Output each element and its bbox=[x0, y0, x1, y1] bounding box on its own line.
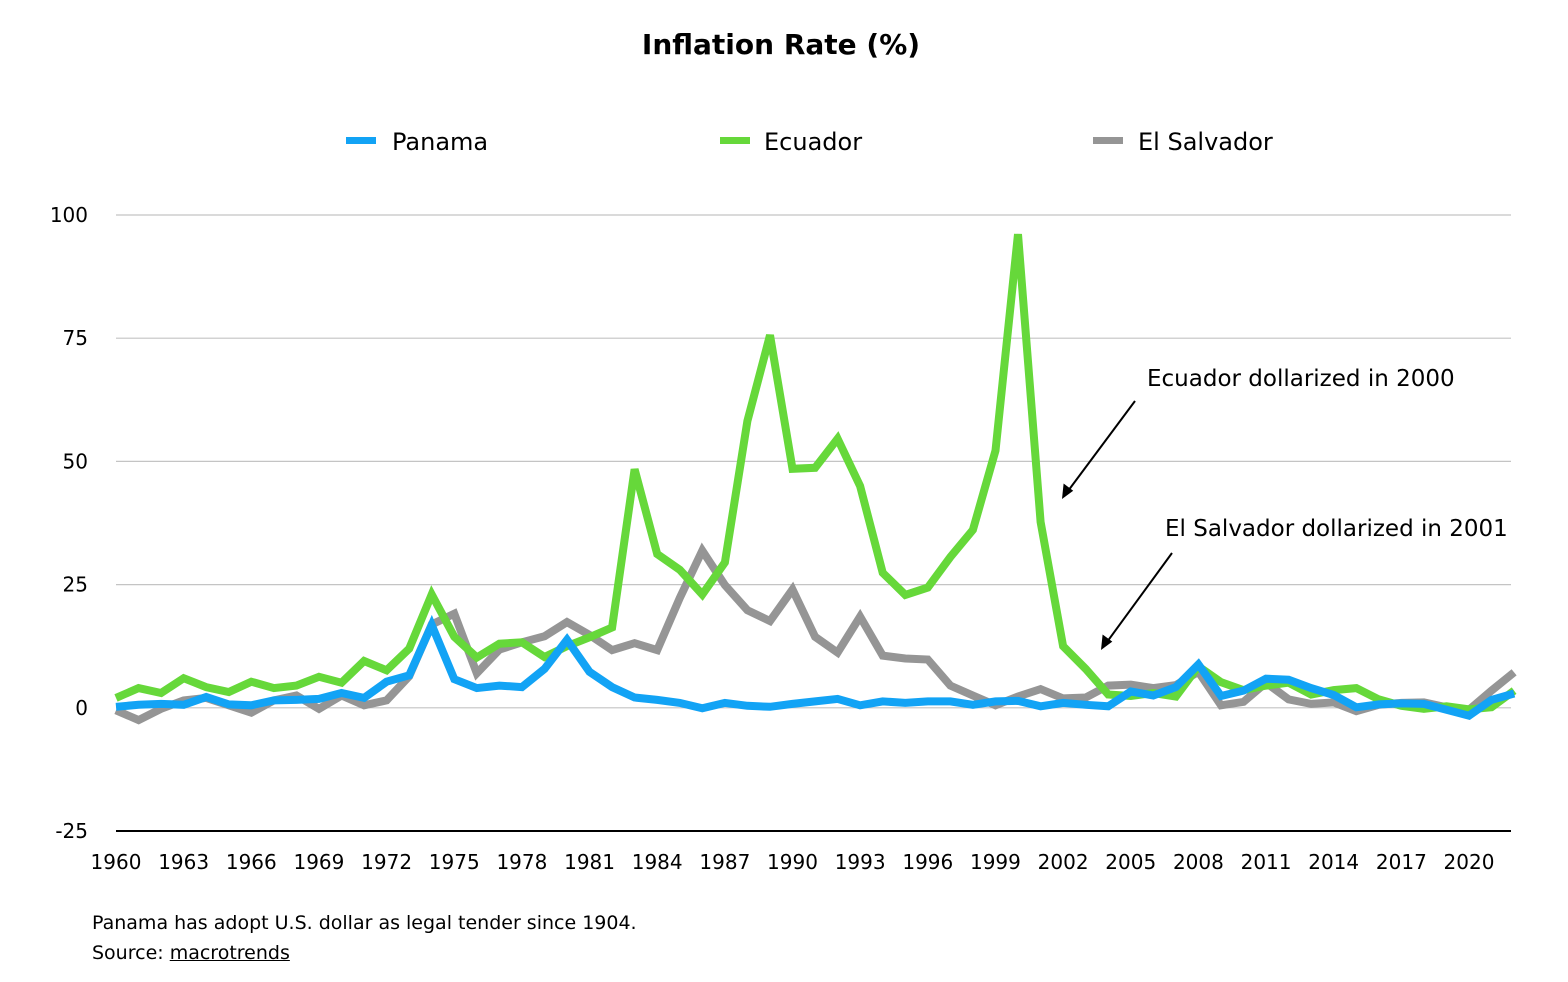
annotation-el-salvador: El Salvador dollarized in 2001 bbox=[1101, 516, 1508, 650]
annotation-el-salvador-arrowhead bbox=[1101, 634, 1113, 650]
x-tick-label: 1975 bbox=[429, 850, 480, 874]
y-tick-label: 25 bbox=[63, 573, 88, 597]
x-tick-label: 1990 bbox=[767, 850, 818, 874]
x-axis-ticks: 1960 1963 1966 1969 1972 1975 1978 1981 1984 1987… bbox=[91, 850, 1495, 874]
legend-label-ecuador: Ecuador bbox=[764, 128, 862, 156]
x-tick-label: 2008 bbox=[1173, 850, 1224, 874]
legend-item-ecuador: Ecuador bbox=[720, 128, 862, 156]
x-tick-label: 2017 bbox=[1376, 850, 1427, 874]
annotation-ecuador-text: Ecuador dollarized in 2000 bbox=[1147, 366, 1455, 392]
legend-label-el-salvador: El Salvador bbox=[1138, 128, 1273, 156]
annotation-ecuador: Ecuador dollarized in 2000 bbox=[1062, 366, 1455, 499]
legend-item-panama: Panama bbox=[346, 128, 488, 156]
footnote-source: Source: macrotrends bbox=[92, 938, 290, 968]
x-tick-label: 1978 bbox=[496, 850, 547, 874]
x-tick-label: 2005 bbox=[1105, 850, 1156, 874]
x-tick-label: 1966 bbox=[226, 850, 277, 874]
x-tick-label: 1972 bbox=[361, 850, 412, 874]
chart-title: Inflation Rate (%) bbox=[642, 28, 920, 61]
legend-swatch-panama bbox=[346, 137, 376, 144]
x-tick-label: 2020 bbox=[1444, 850, 1495, 874]
legend-item-el-salvador: El Salvador bbox=[1093, 128, 1273, 156]
gridlines bbox=[116, 214, 1511, 709]
y-tick-label: 50 bbox=[63, 449, 88, 473]
legend: Panama Ecuador El Salvador bbox=[346, 128, 1273, 156]
legend-label-panama: Panama bbox=[392, 128, 488, 156]
x-tick-label: 1996 bbox=[902, 850, 953, 874]
x-tick-label: 2002 bbox=[1038, 850, 1089, 874]
annotation-el-salvador-arrow bbox=[1106, 552, 1173, 643]
x-tick-label: 2011 bbox=[1241, 850, 1292, 874]
x-tick-label: 2014 bbox=[1308, 850, 1359, 874]
source-link-macrotrends[interactable]: macrotrends bbox=[169, 942, 290, 964]
x-tick-label: 1984 bbox=[632, 850, 683, 874]
x-tick-label: 1999 bbox=[970, 850, 1021, 874]
source-prefix: Source: bbox=[92, 942, 170, 964]
y-tick-label: 0 bbox=[75, 696, 88, 720]
annotation-ecuador-arrowhead bbox=[1062, 483, 1074, 499]
footnote-note: Panama has adopt U.S. dollar as legal te… bbox=[92, 912, 637, 934]
annotation-ecuador-arrow bbox=[1067, 400, 1136, 492]
y-axis-ticks: 100 75 50 25 0 -25 bbox=[50, 203, 88, 843]
legend-swatch-ecuador bbox=[720, 137, 750, 144]
annotation-el-salvador-text: El Salvador dollarized in 2001 bbox=[1165, 516, 1508, 542]
series-lines bbox=[114, 233, 1517, 725]
x-tick-label: 1993 bbox=[835, 850, 886, 874]
y-tick-label: 75 bbox=[63, 326, 88, 350]
x-tick-label: 1969 bbox=[293, 850, 344, 874]
x-tick-label: 1987 bbox=[699, 850, 750, 874]
x-tick-label: 1960 bbox=[91, 850, 142, 874]
series-line-panama bbox=[115, 614, 1516, 721]
y-tick-label: 100 bbox=[50, 203, 88, 227]
series-line-ecuador bbox=[114, 233, 1517, 714]
legend-swatch-el-salvador bbox=[1093, 137, 1123, 144]
x-tick-label: 1981 bbox=[564, 850, 615, 874]
x-tick-label: 1963 bbox=[158, 850, 209, 874]
series-line-el-salvador bbox=[114, 542, 1517, 725]
y-tick-label: -25 bbox=[55, 819, 88, 843]
